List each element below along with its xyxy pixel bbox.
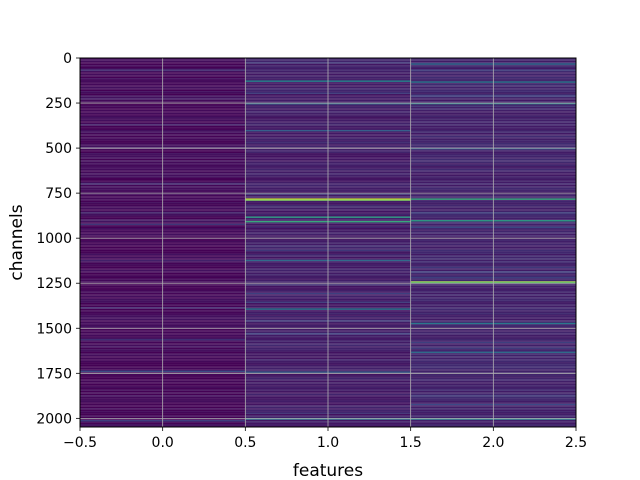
y-tick-label: 500: [45, 141, 72, 157]
x-tick-label: 2.0: [482, 435, 504, 451]
y-tick-label: 1750: [36, 366, 72, 382]
y-tick-label: 2000: [36, 411, 72, 427]
y-tick-label: 0: [63, 51, 72, 67]
grid-lines: [79, 57, 577, 427]
y-tick-label: 250: [45, 96, 72, 112]
y-tick-label: 1500: [36, 321, 72, 337]
x-tick-label: 2.5: [565, 435, 587, 451]
y-tick-label: 1250: [36, 276, 72, 292]
y-tick-label: 1000: [36, 231, 72, 247]
y-axis-ticks: 0 250 500 750 1000 1250 1500 1750 2000: [36, 51, 80, 427]
x-axis-label: features: [293, 461, 363, 480]
y-axis-label: channels: [7, 204, 27, 280]
x-tick-label: 0.0: [152, 435, 174, 451]
x-tick-label: 0.5: [234, 435, 256, 451]
x-tick-label: 1.5: [400, 435, 422, 451]
x-tick-label: −0.5: [63, 435, 97, 451]
x-axis-ticks: −0.5 0.0 0.5 1.0 1.5 2.0 2.5: [63, 427, 587, 451]
y-tick-label: 750: [45, 186, 72, 202]
x-tick-label: 1.0: [317, 435, 339, 451]
